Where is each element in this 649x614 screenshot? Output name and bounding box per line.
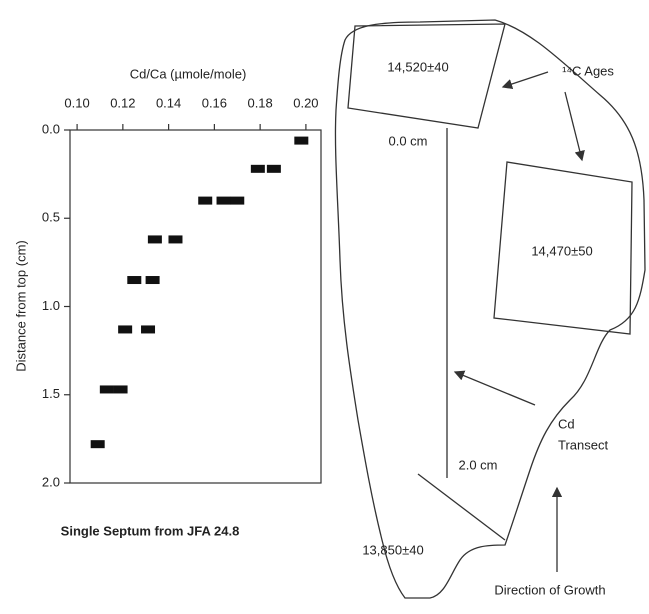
x-tick-label: 0.18 (247, 95, 272, 110)
y-tick-label: 2.0 (42, 474, 60, 489)
transect-label: Transect (558, 437, 608, 452)
data-point (198, 196, 213, 205)
data-point (266, 164, 281, 173)
data-point (216, 196, 231, 205)
data-point (141, 325, 156, 334)
depth-label: 2.0 cm (458, 457, 497, 472)
data-point (118, 325, 133, 334)
y-tick-label: 1.0 (42, 298, 60, 313)
growth-label: Direction of Growth (494, 582, 605, 597)
y-tick-label: 0.0 (42, 121, 60, 136)
data-point (147, 235, 162, 244)
data-point (113, 385, 128, 394)
sample-box (493, 161, 633, 335)
plot-frame (69, 129, 322, 484)
age-label: 14,470±50 (531, 243, 592, 258)
data-point (127, 276, 142, 285)
transect-label: Cd (558, 416, 575, 431)
age-label: 14,520±40 (387, 59, 448, 74)
data-point (145, 276, 160, 285)
y-axis-label: Distance from top (cm) (13, 240, 28, 371)
arrow (453, 370, 536, 406)
depth-label: 0.0 cm (388, 133, 427, 148)
sample-box (347, 23, 506, 129)
arrow (501, 71, 549, 90)
y-tick-label: 1.5 (42, 386, 60, 401)
arrow (564, 91, 585, 162)
x-tick-label: 0.20 (293, 95, 318, 110)
data-point (168, 235, 183, 244)
ages-label: ¹⁴C Ages (562, 63, 614, 78)
data-point (230, 196, 245, 205)
sample-line (417, 473, 506, 541)
septum-outline (334, 19, 646, 599)
x-tick-label: 0.16 (202, 95, 227, 110)
data-point (90, 440, 105, 449)
caption: Single Septum from JFA 24.8 (61, 523, 240, 538)
data-point (294, 136, 309, 145)
data-point (99, 385, 114, 394)
age-label: 13,850±40 (362, 542, 423, 557)
x-tick-label: 0.12 (110, 95, 135, 110)
x-tick-label: 0.14 (156, 95, 181, 110)
y-tick-label: 0.5 (42, 210, 60, 225)
data-point (250, 164, 265, 173)
x-axis-label: Cd/Ca (µmole/mole) (130, 66, 247, 81)
x-tick-label: 0.10 (64, 95, 89, 110)
